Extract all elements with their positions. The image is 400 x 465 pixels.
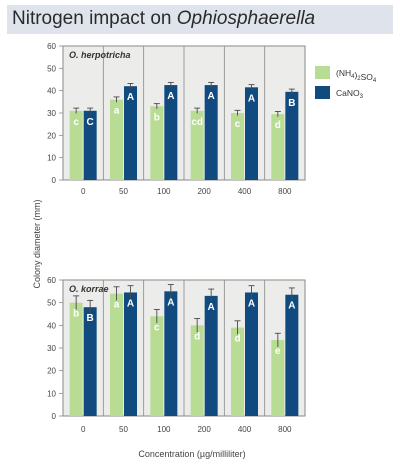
x-tick-label: 800 xyxy=(278,425,292,434)
significance-letter: A xyxy=(288,301,295,312)
bar xyxy=(124,86,137,180)
legend-swatch xyxy=(315,66,330,79)
significance-letter: c xyxy=(73,117,79,128)
bar xyxy=(83,307,97,416)
y-tick-label: 40 xyxy=(47,321,56,330)
y-tick-label: 0 xyxy=(52,176,57,185)
x-tick-label: 50 xyxy=(119,425,128,434)
x-tick-label: 200 xyxy=(197,187,211,196)
bar xyxy=(69,302,83,416)
legend-label: (NH4)2SO4 xyxy=(336,68,377,84)
y-tick-label: 60 xyxy=(47,42,56,51)
significance-letter: A xyxy=(248,93,255,104)
bar xyxy=(83,110,97,180)
y-tick-label: 60 xyxy=(47,276,56,285)
significance-letter: a xyxy=(114,300,120,311)
y-tick-label: 50 xyxy=(47,64,56,73)
bar xyxy=(164,291,178,416)
chart-title-genus: Ophiosphaerella xyxy=(176,8,316,29)
panel-label: O. korrae xyxy=(69,284,109,294)
y-tick-label: 10 xyxy=(47,389,56,398)
significance-letter: d xyxy=(275,120,281,131)
legend-item: CaNO3 xyxy=(315,86,364,100)
y-tick-label: 20 xyxy=(47,367,56,376)
significance-letter: B xyxy=(288,98,295,109)
significance-letter: A xyxy=(248,298,255,309)
panel-label: O. herpotricha xyxy=(69,50,131,60)
y-tick-label: 10 xyxy=(47,154,56,163)
significance-letter: A xyxy=(167,91,174,102)
y-tick-label: 40 xyxy=(47,87,56,96)
significance-letter: A xyxy=(127,298,134,309)
significance-letter: b xyxy=(73,309,79,320)
y-tick-label: 30 xyxy=(47,109,56,118)
legend-swatch xyxy=(315,86,330,99)
bar xyxy=(164,85,178,180)
significance-letter: A xyxy=(167,297,174,308)
x-tick-label: 0 xyxy=(81,425,86,434)
bar xyxy=(204,85,218,180)
bar xyxy=(110,99,123,180)
x-tick-label: 50 xyxy=(119,187,128,196)
significance-letter: A xyxy=(127,92,134,103)
bar xyxy=(204,295,218,416)
y-tick-label: 50 xyxy=(47,299,56,308)
significance-letter: C xyxy=(87,117,94,128)
significance-letter: B xyxy=(87,313,94,324)
bar xyxy=(150,106,164,180)
bar xyxy=(271,114,285,180)
significance-letter: A xyxy=(208,302,215,313)
significance-letter: a xyxy=(114,106,120,117)
bar xyxy=(124,292,137,416)
y-tick-label: 0 xyxy=(52,412,57,421)
chart-legend: (NH4)2SO4 CaNO3 xyxy=(315,66,377,100)
y-tick-label: 20 xyxy=(47,131,56,140)
legend-item: (NH4)2SO4 xyxy=(315,66,377,84)
legend-label: CaNO3 xyxy=(336,88,364,100)
x-tick-label: 400 xyxy=(238,187,252,196)
bar xyxy=(190,325,204,416)
bar xyxy=(231,113,244,180)
chart-title-bar: Nitrogen impact on Ophiosphaerella xyxy=(7,5,393,34)
x-tick-label: 100 xyxy=(157,187,171,196)
bar xyxy=(69,110,83,180)
significance-letter: c xyxy=(235,119,241,130)
significance-letter: b xyxy=(154,112,160,123)
x-tick-label: 0 xyxy=(81,187,86,196)
bar xyxy=(245,292,258,416)
chart-title: Nitrogen impact on Ophiosphaerella xyxy=(12,8,315,30)
x-tick-label: 400 xyxy=(238,425,252,434)
bar xyxy=(285,91,299,180)
bar xyxy=(150,316,164,416)
x-tick-label: 100 xyxy=(157,425,171,434)
significance-letter: c xyxy=(154,322,160,333)
significance-letter: A xyxy=(208,91,215,102)
bar xyxy=(231,327,244,416)
significance-letter: e xyxy=(275,346,281,357)
bar xyxy=(110,293,123,416)
significance-letter: d xyxy=(234,334,240,345)
chart-panel: 0 10 20 30 40 50 60 b a c d d e B A A A A A 0 50 100 200 400 800… xyxy=(47,276,306,434)
bar xyxy=(245,87,258,180)
y-axis-label: Colony diameter (mm) xyxy=(32,199,42,288)
significance-letter: cd xyxy=(191,117,203,128)
bar xyxy=(285,294,299,416)
bar xyxy=(271,340,285,416)
chart-title-prefix: Nitrogen impact on xyxy=(12,8,177,29)
significance-letter: d xyxy=(194,331,200,342)
bar xyxy=(190,110,204,180)
x-tick-label: 800 xyxy=(278,187,292,196)
x-axis-label: Concentration (µg/milliliter) xyxy=(138,449,245,459)
y-tick-label: 30 xyxy=(47,344,56,353)
x-tick-label: 200 xyxy=(197,425,211,434)
